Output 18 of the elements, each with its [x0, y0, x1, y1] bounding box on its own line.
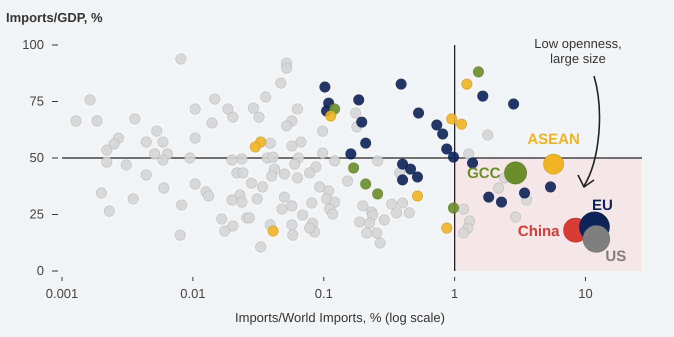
y-tick-label: 50: [30, 150, 44, 166]
annotation: Low openness, large size: [534, 36, 622, 66]
x-tick-label: 0.01: [180, 286, 206, 302]
x-axis-title: Imports/World Imports, % (log scale): [235, 310, 445, 325]
series-label: China: [518, 223, 560, 240]
x-tick-label: 0.001: [46, 286, 78, 302]
x-tick-label: 10: [578, 286, 593, 302]
y-tick-label: 75: [30, 94, 44, 109]
x-tick-label: 1: [451, 286, 458, 302]
y-tick-label: 100: [22, 37, 44, 52]
series-label: US: [605, 248, 626, 265]
x-tick-label: 0.1: [314, 286, 333, 302]
y-axis-title: Imports/GDP, %: [6, 10, 103, 25]
y-tick-label: 0: [36, 263, 44, 278]
series-label: EU: [592, 196, 613, 214]
series-label: ASEAN: [527, 131, 580, 148]
y-tick-label: 25: [30, 206, 44, 222]
series-label: GCC: [467, 164, 501, 182]
